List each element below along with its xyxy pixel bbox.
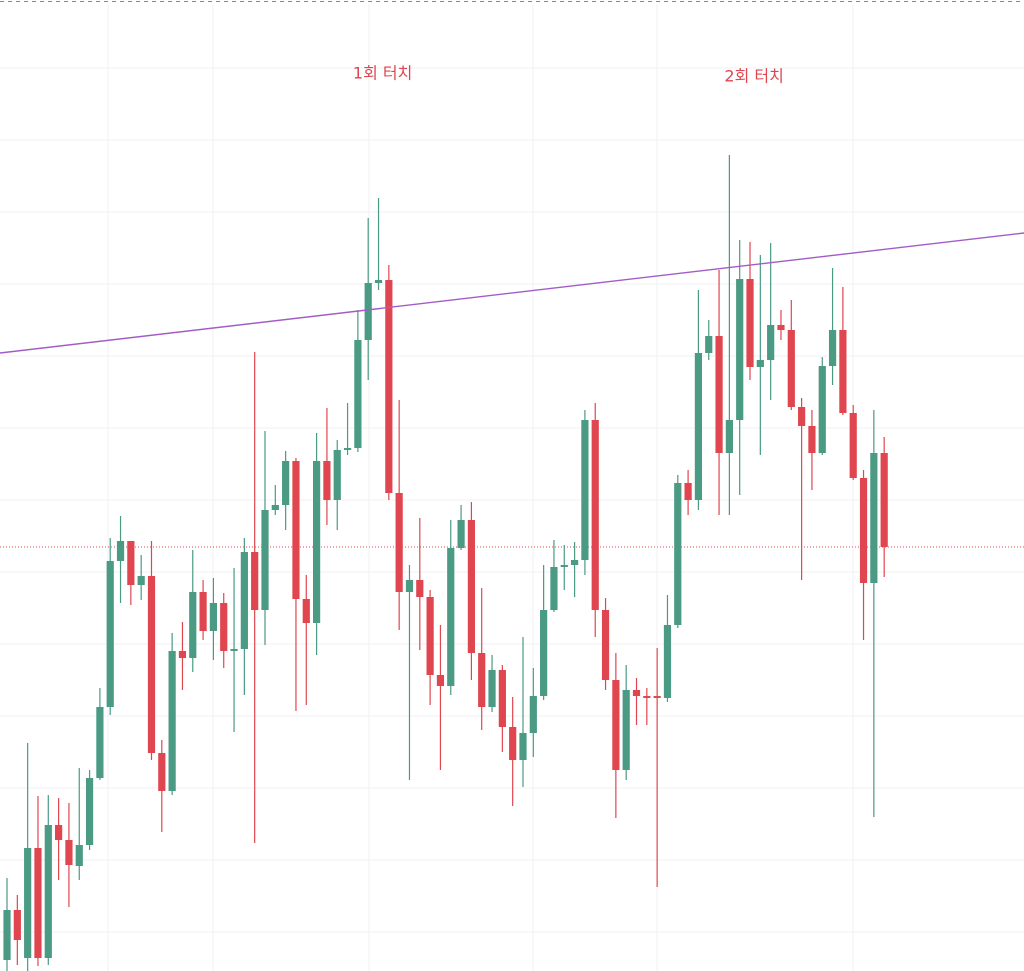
- candle-body: [622, 690, 630, 770]
- candle-body: [601, 610, 610, 680]
- candle-body: [828, 330, 837, 366]
- candle-body: [209, 603, 218, 631]
- candle-body: [591, 420, 599, 610]
- candle-body: [137, 576, 145, 585]
- candle-body: [787, 330, 795, 407]
- candle-body: [736, 279, 744, 420]
- candle-body: [323, 461, 331, 500]
- candle-body: [725, 420, 733, 453]
- candle-body: [354, 340, 362, 448]
- candle-body: [364, 283, 372, 340]
- candle-body: [674, 483, 682, 625]
- candle-body: [251, 552, 259, 610]
- candle-body: [808, 426, 816, 453]
- candle-body: [292, 461, 300, 599]
- candle-body: [240, 552, 248, 649]
- candle-body: [55, 825, 63, 840]
- candle-body: [849, 413, 857, 478]
- candle-body: [777, 325, 785, 330]
- candle-body: [189, 592, 197, 658]
- candle-body: [436, 675, 445, 686]
- candle-body: [65, 840, 73, 865]
- candle-body: [127, 541, 135, 585]
- candle-body: [550, 567, 558, 610]
- candle-body: [643, 696, 651, 698]
- candle-body: [3, 910, 11, 960]
- candle-body: [44, 825, 52, 958]
- candle-body: [767, 325, 775, 360]
- candle-body: [271, 505, 279, 510]
- candle-body: [859, 478, 868, 583]
- candle-body: [694, 353, 703, 500]
- candle-body: [302, 599, 310, 623]
- candle-body: [560, 565, 568, 567]
- candle-body: [261, 510, 269, 610]
- candle-body: [746, 279, 754, 367]
- candle-body: [178, 651, 187, 658]
- candle-body: [199, 592, 207, 631]
- candle-body: [343, 448, 352, 450]
- candle-body: [467, 520, 475, 653]
- candle-body: [395, 493, 403, 592]
- candle-body: [75, 845, 83, 866]
- candle-body: [426, 597, 434, 675]
- candle-body: [457, 520, 465, 548]
- candle-body: [282, 461, 290, 505]
- candle-body: [540, 610, 548, 696]
- annotation: 2회 터치: [724, 67, 783, 86]
- candle-body: [581, 420, 589, 560]
- candle-body: [818, 366, 826, 453]
- candle-body: [168, 651, 176, 791]
- candle-body: [570, 560, 579, 565]
- candle-body: [374, 280, 383, 283]
- candle-body: [416, 580, 424, 597]
- candle-body: [509, 727, 517, 760]
- candle-body: [756, 360, 764, 367]
- candle-body: [158, 753, 166, 791]
- candle-body: [705, 336, 713, 353]
- candle-body: [24, 848, 32, 958]
- candle-body: [385, 280, 393, 493]
- candle-body: [684, 483, 692, 500]
- candle-body: [85, 778, 94, 845]
- candle-body: [839, 330, 847, 413]
- candle-body: [870, 453, 878, 583]
- candle-body: [313, 461, 321, 623]
- candle-body: [488, 670, 496, 707]
- candle-body: [447, 548, 455, 686]
- candle-body: [798, 407, 806, 426]
- candle-body: [13, 910, 21, 940]
- annotation: 1회 터치: [353, 64, 412, 83]
- candle-body: [34, 848, 42, 958]
- candle-body: [147, 576, 156, 753]
- candle-body: [519, 733, 527, 760]
- candle-body: [478, 653, 486, 707]
- candle-body: [612, 680, 620, 770]
- candle-body: [529, 696, 537, 733]
- candle-body: [96, 707, 104, 778]
- candle-body: [653, 696, 661, 698]
- candle-body: [880, 453, 888, 547]
- candle-body: [715, 336, 723, 453]
- candle-body: [116, 541, 125, 561]
- candle-body: [230, 649, 238, 651]
- candle-body: [663, 625, 672, 698]
- candle-body: [498, 670, 506, 727]
- candle-body: [333, 450, 341, 500]
- candle-body: [106, 561, 114, 707]
- candle-body: [220, 603, 228, 651]
- trendline: [0, 232, 1024, 354]
- candle-body: [632, 690, 641, 696]
- candle-body: [405, 580, 414, 592]
